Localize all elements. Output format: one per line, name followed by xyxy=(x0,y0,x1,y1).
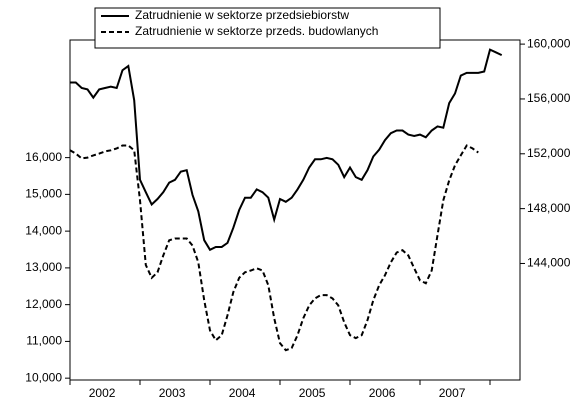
y2-tick-label: 156,000 xyxy=(527,91,571,105)
y-tick-label: 15,000 xyxy=(25,187,62,201)
legend-label: Zatrudnienie w sektorze przeds. budowlan… xyxy=(135,24,378,38)
y2-tick-label: 148,000 xyxy=(527,201,571,215)
y-tick-label: 14,000 xyxy=(25,223,62,237)
plot-frame xyxy=(69,39,521,381)
legend-label: Zatrudnienie w sektorze przedsiebiorstw xyxy=(135,8,349,22)
x-tick-label: 2003 xyxy=(159,386,186,400)
x-tick-label: 2006 xyxy=(369,386,396,400)
x-tick-label: 2007 xyxy=(439,386,466,400)
x-tick-label: 2004 xyxy=(229,386,256,400)
y-tick-label: 11,000 xyxy=(26,334,62,348)
series-line xyxy=(69,144,479,352)
series-line xyxy=(70,48,503,252)
x-tick-label: 2002 xyxy=(89,386,116,400)
x-tick-label: 2005 xyxy=(299,386,326,400)
y-tick-label: 12,000 xyxy=(25,297,62,311)
y2-tick-label: 160,000 xyxy=(527,36,571,50)
y-tick-label: 13,000 xyxy=(25,260,62,274)
y-tick-label: 10,000 xyxy=(25,370,62,384)
y2-tick-label: 152,000 xyxy=(527,146,571,160)
y2-tick-label: 144,000 xyxy=(527,256,571,270)
legend-box xyxy=(94,7,441,49)
y-tick-label: 16,000 xyxy=(25,150,62,164)
